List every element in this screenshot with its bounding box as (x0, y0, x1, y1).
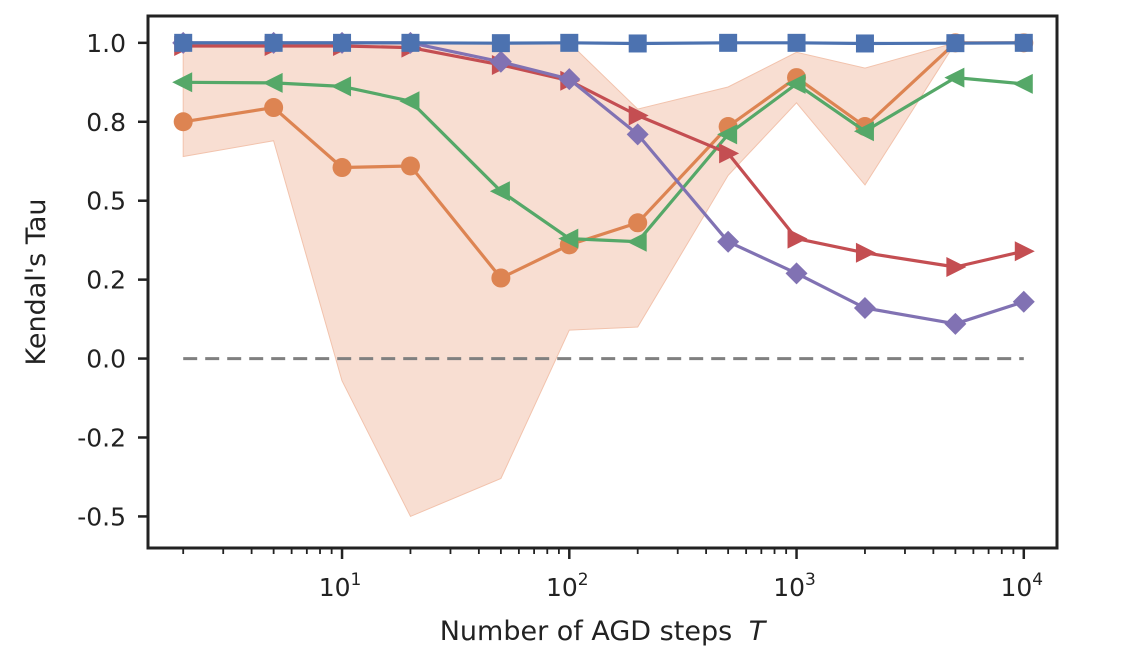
y-tick-label-4: 0.0 (86, 345, 126, 374)
data-point-green-triangle-left-6 (626, 231, 647, 252)
data-point-purple-diamond-6 (626, 123, 649, 146)
data-point-orange-circle-4 (491, 268, 511, 288)
data-point-green-triangle-left-8 (785, 73, 806, 94)
data-point-orange-circle-3 (400, 156, 420, 176)
data-point-purple-diamond-4 (489, 50, 512, 73)
data-point-blue-square-6 (628, 34, 647, 53)
series-blue-square (174, 33, 1033, 53)
y-axis-label: Kendal's Tau (21, 198, 52, 365)
data-point-orange-circle-0 (173, 112, 193, 132)
data-point-blue-square-5 (560, 33, 579, 52)
data-point-blue-square-10 (946, 34, 965, 53)
data-point-green-triangle-left-11 (1012, 73, 1033, 94)
data-point-orange-circle-6 (628, 213, 648, 233)
series-line-green-triangle-left (183, 75, 1024, 244)
data-point-purple-diamond-9 (853, 297, 876, 320)
series-line-orange-circle (182, 41, 1024, 280)
data-point-blue-square-9 (855, 34, 874, 53)
data-point-green-triangle-left-0 (172, 72, 193, 93)
x-tick-label-0: 101 (319, 570, 362, 602)
x-tick-label-1: 102 (546, 570, 589, 602)
y-tick-label-0: 1.0 (86, 29, 126, 58)
data-point-blue-square-1 (264, 33, 283, 52)
series-green-triangle-left (172, 67, 1033, 252)
data-point-green-triangle-left-3 (399, 91, 420, 112)
y-tick-label-6: -0.5 (77, 502, 126, 531)
y-tick-label-5: -0.2 (77, 423, 126, 452)
data-point-red-triangle-right-11 (1014, 241, 1035, 262)
data-point-red-triangle-right-10 (946, 257, 967, 278)
data-point-red-triangle-right-7 (719, 143, 740, 164)
data-point-blue-square-7 (719, 33, 738, 52)
data-point-purple-diamond-10 (944, 312, 967, 335)
x-axis-label: Number of AGD steps T (440, 616, 768, 647)
data-point-green-triangle-left-5 (558, 228, 579, 249)
plot-frame (146, 14, 1059, 550)
data-point-green-triangle-left-2 (331, 76, 352, 97)
y-tick-label-3: 0.2 (86, 266, 126, 295)
y-tick-label-1: 0.8 (86, 108, 126, 137)
data-point-blue-square-2 (333, 33, 352, 52)
data-point-green-triangle-left-7 (717, 124, 738, 145)
x-axis-label-var: T (749, 616, 768, 647)
data-point-orange-circle-1 (264, 98, 284, 118)
data-point-blue-square-3 (401, 33, 420, 52)
series-line-blue-square (183, 41, 1024, 46)
series-layer (172, 31, 1035, 335)
data-point-blue-square-4 (491, 34, 510, 53)
data-point-blue-square-11 (1014, 33, 1033, 52)
data-point-purple-diamond-5 (558, 68, 581, 91)
data-point-green-triangle-left-4 (489, 181, 510, 202)
x-tick-label-3: 104 (1000, 570, 1043, 602)
data-point-purple-diamond-11 (1012, 290, 1035, 313)
series-line-red-triangle-right (183, 44, 1025, 269)
data-point-red-triangle-right-8 (787, 228, 808, 249)
data-point-blue-square-0 (174, 33, 193, 52)
tick-layer: 1.0 0.8 0.5 0.2 0.0 -0.2 -0.5 101 102 103 104 (77, 29, 1043, 602)
data-point-green-triangle-left-10 (944, 67, 965, 88)
data-point-purple-diamond-7 (717, 230, 740, 253)
x-axis-label-text: Number of AGD steps (440, 616, 732, 647)
data-point-blue-square-8 (787, 33, 806, 52)
data-point-red-triangle-right-9 (855, 242, 876, 263)
y-tick-label-2: 0.5 (86, 187, 126, 216)
data-point-purple-diamond-8 (785, 262, 808, 285)
data-point-red-triangle-right-6 (628, 105, 649, 126)
x-tick-label-2: 103 (773, 570, 816, 602)
data-point-green-triangle-left-1 (262, 72, 283, 93)
data-point-green-triangle-left-9 (853, 121, 874, 142)
data-point-orange-circle-2 (332, 158, 352, 178)
